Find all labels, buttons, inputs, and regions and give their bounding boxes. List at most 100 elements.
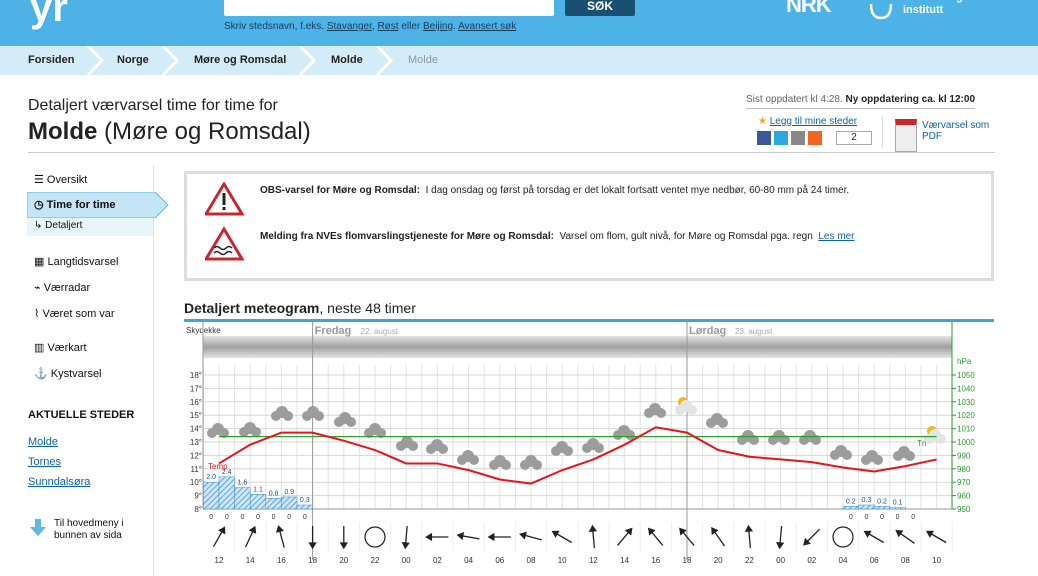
pdf-link[interactable]: Værvarsel som PDF	[922, 120, 989, 142]
page-title: Molde (Møre og Romsdal)	[28, 118, 311, 146]
breadcrumb-link[interactable]: Møre og Romsdal	[194, 54, 287, 66]
wind-arrow	[776, 525, 785, 550]
place: Molde	[28, 118, 98, 145]
wind-arrow	[588, 524, 598, 549]
breadcrumb-link[interactable]: Forsiden	[28, 54, 75, 66]
meteogram-title: Detaljert meteogram, neste 48 timer	[184, 300, 416, 316]
precip-label: 0.3	[300, 497, 310, 504]
search-button[interactable]: SØK	[565, 0, 635, 16]
place-link[interactable]: Molde	[28, 436, 58, 448]
breadcrumb-link[interactable]: Norge	[117, 54, 149, 66]
example-link[interactable]: Røst	[377, 21, 399, 32]
x-tick-label: 12	[589, 556, 598, 565]
share-button[interactable]	[808, 131, 822, 145]
menu-item[interactable]: ⌇ Været som var	[34, 308, 115, 320]
search-input[interactable]	[224, 0, 554, 16]
met-logo[interactable]: meteorologiskinstitutt	[903, 0, 978, 17]
menu-text: Været som var	[42, 308, 115, 320]
nrk-logo[interactable]: NRK	[786, 0, 832, 17]
x-tick-label: 16	[651, 556, 660, 565]
wind-arrow	[647, 527, 664, 546]
pdf-icon[interactable]	[895, 119, 917, 152]
place-link[interactable]: Sunndalsøra	[28, 476, 91, 488]
down-arrow-icon	[30, 519, 46, 536]
y-tick-label: 9°	[194, 492, 202, 501]
menu-item[interactable]: ⚓ Kystvarsel	[34, 368, 102, 380]
x-tick-label: 10	[558, 556, 567, 565]
wind-arrow	[551, 530, 573, 544]
y2-tick-label: 950	[957, 505, 971, 514]
main-menu-text: Til hovedmeny i	[54, 518, 124, 529]
wind-arrow	[744, 524, 754, 549]
place-link[interactable]: Tornes	[28, 456, 62, 468]
example-link[interactable]: Beijing	[423, 21, 454, 32]
title-rule	[184, 319, 994, 322]
cloud	[457, 450, 479, 465]
x-tick-label: 22	[371, 556, 380, 565]
twitter-button[interactable]	[774, 131, 788, 145]
example-link[interactable]: Stavanger	[326, 21, 372, 32]
menu-item[interactable]: ☰ Oversikt	[34, 174, 88, 186]
warning-link[interactable]: Les mer	[818, 231, 855, 242]
precip-min-label: 0	[849, 514, 853, 521]
wind-arrow	[212, 526, 226, 547]
search-hint: Skriv stedsnavn, f.eks. Stavanger, Røst …	[224, 21, 517, 32]
main-menu-link[interactable]: Til hovedmeny i bunnen av sida	[54, 518, 124, 542]
menu-item[interactable]: ▦ Langtidsvarsel	[34, 256, 119, 268]
y2-axis-label: hPa	[957, 357, 972, 366]
menu-item[interactable]: ⌁ Værradar	[34, 282, 91, 294]
y-tick-label: 16°	[190, 398, 202, 407]
y-tick-label: 12°	[190, 451, 202, 460]
x-tick-label: 22	[745, 556, 754, 565]
warning-text: I dag onsdag og først på torsdag er det …	[425, 185, 850, 196]
precip-bar	[249, 494, 267, 510]
x-tick-label: 04	[839, 556, 848, 565]
wind-arrow	[863, 530, 885, 544]
wind-arrow	[401, 525, 410, 550]
wind-arrow	[617, 527, 633, 546]
x-tick-label: 16	[277, 556, 286, 565]
email-button[interactable]	[791, 131, 805, 145]
submenu-item[interactable]: ↳ Detaljert	[34, 220, 83, 231]
menu-selected[interactable]	[27, 192, 169, 218]
y2-tick-label: 970	[957, 478, 971, 487]
pdf-text: Værvarsel som	[922, 120, 990, 131]
menu-text: Oversikt	[46, 174, 88, 186]
cloud	[737, 430, 759, 445]
places-title: AKTUELLE STEDER	[28, 409, 135, 421]
breadcrumb-link[interactable]: Molde	[331, 54, 363, 66]
x-tick-label: 02	[807, 556, 816, 565]
warnings-box	[184, 171, 994, 281]
day-name: Fredag	[315, 325, 352, 337]
precip-label: 0.1	[893, 500, 903, 507]
precip-min-label: 0	[240, 514, 244, 521]
title-rest: , neste 48 timer	[319, 300, 416, 316]
updated: Sist oppdatert kl 4:28.	[746, 94, 843, 105]
cloud	[520, 455, 542, 470]
menu-text: Langtidsvarsel	[47, 256, 119, 268]
y2-tick-label: 990	[957, 451, 971, 460]
precip-min-label: 0	[287, 514, 291, 521]
menu-item[interactable]: ◷ Time for time	[34, 199, 116, 211]
submenu	[27, 218, 153, 236]
favorite-text: Legg til mine steder	[769, 116, 858, 127]
advanced-link[interactable]: Avansert søk	[458, 21, 517, 32]
warning: Melding fra NVEs flomvarslingstjeneste f…	[260, 231, 854, 242]
favorite-link[interactable]: ★ Legg til mine steder	[758, 116, 858, 127]
facebook-button[interactable]	[757, 131, 771, 145]
y2-tick-label: 1030	[957, 398, 975, 407]
x-tick-label: 12	[215, 556, 224, 565]
precip-bar	[296, 504, 313, 510]
precip-min-label: 0	[303, 514, 307, 521]
cloud	[426, 439, 448, 454]
precip-bar	[203, 481, 220, 510]
logo[interactable]: yr	[30, 0, 68, 30]
menu-item[interactable]: ▥ Værkart	[34, 342, 87, 354]
wind-arrow	[711, 526, 726, 547]
precip-label: 0.3	[862, 497, 872, 504]
precip-min-label: 0	[880, 514, 884, 521]
y-tick-label: 15°	[190, 411, 202, 420]
met-text: institutt	[903, 4, 944, 16]
wind-arrow	[244, 525, 257, 548]
series-label: Temp	[208, 462, 228, 471]
